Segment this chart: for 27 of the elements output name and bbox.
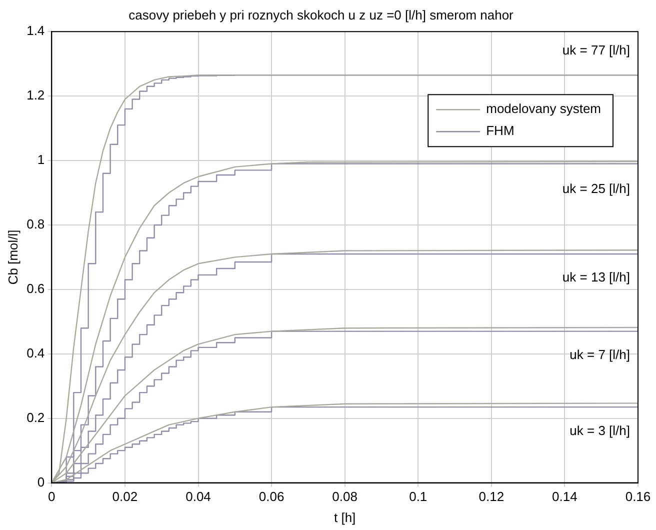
y-axis-title: Cb [mol/l] bbox=[5, 230, 20, 285]
y-tick-label: 0.6 bbox=[26, 281, 45, 296]
x-tick-label: 0.06 bbox=[258, 489, 284, 504]
x-tick-label: 0.02 bbox=[112, 489, 138, 504]
annotation: uk = 7 [l/h] bbox=[570, 347, 630, 362]
x-tick-label: 0.1 bbox=[409, 489, 428, 504]
x-tick-label: 0.14 bbox=[552, 489, 578, 504]
annotation: uk = 13 [l/h] bbox=[562, 270, 630, 285]
y-tick-label: 0.8 bbox=[26, 216, 45, 232]
y-tick-label: 0 bbox=[37, 474, 45, 490]
x-tick-label: 0.04 bbox=[186, 489, 211, 504]
legend-label: modelovany system bbox=[486, 101, 602, 116]
y-tick-label: 0.2 bbox=[26, 410, 45, 425]
chart-title: casovy priebeh y pri roznych skokoch u z uz =0 [l/h] smerom nahor bbox=[128, 7, 514, 22]
y-tick-label: 1 bbox=[37, 152, 45, 168]
legend-label: FHM bbox=[486, 123, 514, 138]
annotation: uk = 77 [l/h] bbox=[562, 42, 630, 58]
x-tick-label: 0.12 bbox=[478, 489, 504, 504]
annotation: uk = 3 [l/h] bbox=[570, 422, 630, 438]
x-tick-label: 0.08 bbox=[332, 489, 358, 504]
x-tick-label: 0.16 bbox=[625, 489, 651, 504]
x-tick-label: 0 bbox=[48, 489, 56, 504]
y-tick-label: 1.4 bbox=[26, 23, 45, 38]
y-tick-label: 0.4 bbox=[26, 345, 45, 360]
x-axis-title: t [h] bbox=[334, 510, 356, 525]
y-tick-label: 1.2 bbox=[26, 88, 45, 103]
annotation: uk = 25 [l/h] bbox=[562, 181, 630, 196]
